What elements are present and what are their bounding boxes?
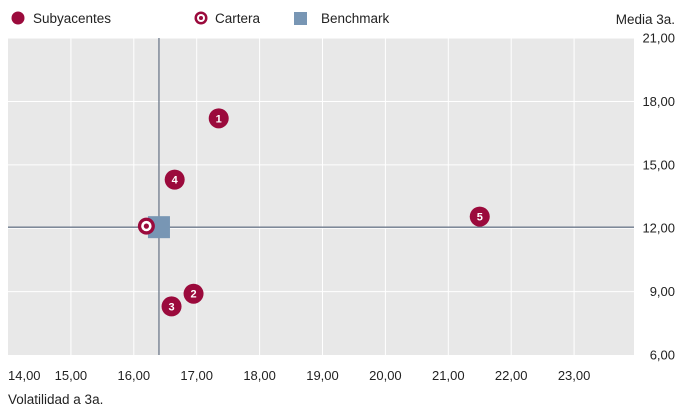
subyacente-marker-label: 5	[477, 212, 483, 224]
y-tick-label: 9,00	[650, 284, 675, 299]
subyacente-marker	[208, 108, 229, 129]
legend-label-subyacentes: Subyacentes	[33, 11, 111, 26]
subyacente-marker	[164, 169, 185, 190]
y-axis-ticks: 6,00 9,00 12,00 15,00 18,00 21,00	[642, 31, 675, 363]
x-axis-ticks: 14,00 15,00 16,00 17,00 18,00 19,00 20,00 21,00…	[8, 368, 590, 383]
x-tick-label: 18,00	[243, 368, 276, 383]
subyacente-marker	[469, 206, 490, 227]
subyacente-marker-label: 2	[190, 289, 196, 301]
x-axis-title: Volatilidad a 3a.	[8, 392, 103, 407]
data-markers: 1 2 3 4 5	[137, 108, 490, 317]
x-tick-label: 16,00	[118, 368, 151, 383]
subyacente-marker-label: 1	[216, 113, 222, 125]
legend-marker-cartera-dot	[199, 16, 203, 20]
y-axis-title: Media 3a.	[616, 12, 675, 27]
cartera-marker-dot	[143, 223, 149, 229]
grid-lines	[8, 37, 634, 355]
x-tick-label: 19,00	[306, 368, 339, 383]
x-tick-label: 21,00	[432, 368, 465, 383]
y-tick-label: 12,00	[642, 221, 675, 236]
subyacente-marker-label: 4	[172, 175, 179, 187]
subyacente-marker	[183, 283, 204, 304]
x-tick-label: 15,00	[55, 368, 88, 383]
y-tick-label: 15,00	[642, 157, 675, 172]
y-tick-label: 6,00	[650, 348, 675, 363]
legend-label-benchmark: Benchmark	[321, 11, 390, 26]
x-tick-label: 14,00	[8, 368, 41, 383]
x-tick-label: 23,00	[558, 368, 591, 383]
plot-background	[8, 38, 634, 355]
legend-marker-subyacentes	[11, 11, 25, 25]
subyacente-marker-label: 3	[168, 301, 174, 313]
y-tick-label: 21,00	[642, 31, 675, 46]
legend-marker-benchmark	[294, 12, 307, 25]
x-tick-label: 20,00	[369, 368, 402, 383]
legend-label-cartera: Cartera	[215, 11, 261, 26]
y-tick-label: 18,00	[642, 94, 675, 109]
legend: Subyacentes Cartera Benchmark	[11, 11, 390, 26]
x-tick-label: 22,00	[495, 368, 528, 383]
reference-lines	[8, 38, 634, 355]
x-tick-label: 17,00	[180, 368, 213, 383]
subyacente-marker	[161, 296, 182, 317]
